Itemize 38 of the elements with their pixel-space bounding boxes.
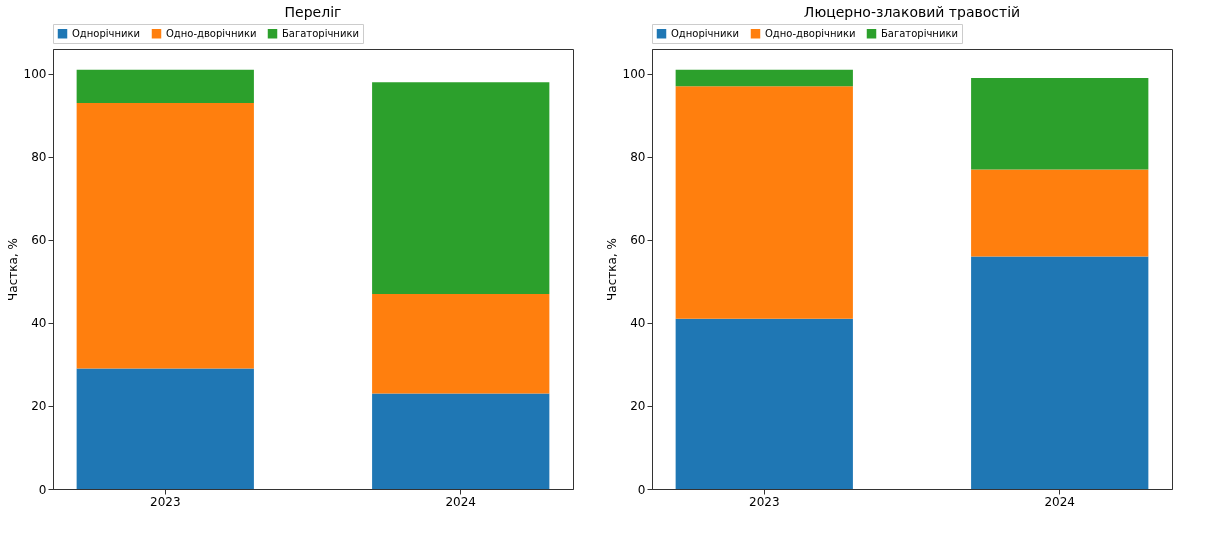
legend-label: Однорічники <box>72 27 141 39</box>
y-tick-label: 60 <box>630 233 646 248</box>
x-tick-label: 2023 <box>150 494 181 509</box>
y-tick-label: 40 <box>31 316 47 331</box>
bar <box>372 393 550 489</box>
y-tick-label: 20 <box>630 399 646 414</box>
legend-label: Багаторічники <box>881 27 958 39</box>
chart-title: Переліг <box>284 3 342 20</box>
y-tick-label: 0 <box>637 482 646 497</box>
bar <box>675 69 853 87</box>
bar <box>76 69 254 103</box>
legend-label: Багаторічники <box>282 27 359 39</box>
chart-title: Люцерно-злаковий травостій <box>803 3 1021 20</box>
legend-label: Одно-дворічники <box>166 27 257 39</box>
bar <box>971 256 1149 489</box>
legend-label: Однорічники <box>671 27 740 39</box>
y-tick-label: 60 <box>31 233 47 248</box>
y-tick-label: 20 <box>31 399 47 414</box>
y-tick-label: 100 <box>23 67 47 82</box>
x-tick-label: 2024 <box>1044 494 1075 509</box>
x-tick-label: 2023 <box>749 494 780 509</box>
bar <box>76 102 254 369</box>
y-tick-label: 80 <box>630 150 646 165</box>
bar <box>675 318 853 489</box>
y-tick-label: 100 <box>622 67 646 82</box>
bar <box>372 82 550 294</box>
y-axis-title: Частка, % <box>5 238 20 301</box>
y-tick-label: 0 <box>38 482 47 497</box>
bar <box>76 368 254 489</box>
bar <box>971 169 1149 257</box>
bar <box>675 86 853 319</box>
y-tick-label: 40 <box>630 316 646 331</box>
y-tick-label: 80 <box>31 150 47 165</box>
legend-label: Одно-дворічники <box>765 27 856 39</box>
x-tick-label: 2024 <box>445 494 476 509</box>
bar <box>971 78 1149 170</box>
bar <box>372 293 550 394</box>
y-axis-title: Частка, % <box>604 238 619 301</box>
